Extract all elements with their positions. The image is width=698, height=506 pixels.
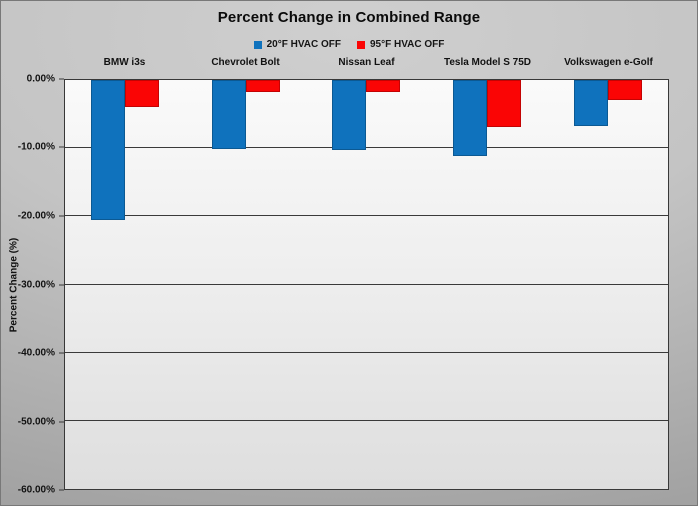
y-tick-label: -20.00% (17, 210, 55, 222)
bar-group (306, 80, 427, 489)
bar (453, 80, 488, 156)
y-tick-label: -10.00% (17, 141, 55, 153)
legend-label: 95°F HVAC OFF (370, 39, 445, 50)
tick-mark (59, 352, 64, 354)
y-tick-label: 0.00% (26, 73, 55, 85)
legend-swatch-icon (357, 40, 365, 49)
tick-mark (59, 215, 64, 217)
bar-group (427, 80, 548, 489)
bar (245, 80, 280, 92)
gridline (65, 147, 668, 149)
y-axis-tick-labels: 0.00% -10.00% -20.00% -30.00% -40.00% -50.00%… (1, 74, 55, 496)
legend-swatch-icon (253, 40, 262, 49)
y-tick-label: -40.00% (17, 347, 55, 359)
legend-item: 95°F HVAC OFF (357, 39, 444, 50)
bar (125, 80, 160, 108)
bar (487, 80, 522, 128)
tick-mark (59, 421, 64, 422)
bar (332, 80, 367, 151)
bar (573, 80, 608, 126)
chart-title: Percent Change in Combined Range (217, 9, 481, 26)
category-label: Tesla Model S 75D (443, 57, 532, 68)
category-label: Chevrolet Bolt (211, 57, 280, 68)
gridline (65, 419, 668, 421)
bar (366, 80, 401, 93)
category-label: Volkswagen e-Golf (564, 57, 653, 68)
bar-group (547, 80, 668, 489)
tick-mark (59, 146, 64, 148)
y-tick-label: -30.00% (17, 279, 55, 290)
y-tick-label: -60.00% (17, 484, 55, 496)
tick-mark (59, 284, 64, 285)
bar-group (186, 80, 307, 489)
gridlines (65, 80, 668, 489)
category-label: Nissan Leaf (338, 57, 395, 68)
legend: 20°F HVAC OFF 95°F HVAC OFF (1, 39, 697, 50)
gridline (65, 351, 668, 353)
bar (91, 80, 126, 220)
category-axis: BMW i3s Chevrolet Bolt Nissan Leaf Tesla Mo… (64, 57, 669, 68)
bars-layer (65, 80, 668, 489)
bar-group (65, 80, 186, 489)
y-axis-tick-marks (59, 78, 64, 491)
gridline (65, 215, 668, 217)
tick-mark (59, 489, 64, 491)
bar (211, 80, 246, 149)
tick-mark (59, 78, 64, 80)
category-label: BMW i3s (103, 57, 146, 68)
bar (607, 80, 642, 100)
legend-item: 20°F HVAC OFF (253, 39, 341, 50)
legend-label: 20°F HVAC OFF (266, 39, 341, 50)
y-tick-label: -50.00% (17, 416, 55, 427)
plot-area (64, 79, 669, 490)
gridline (65, 283, 668, 285)
